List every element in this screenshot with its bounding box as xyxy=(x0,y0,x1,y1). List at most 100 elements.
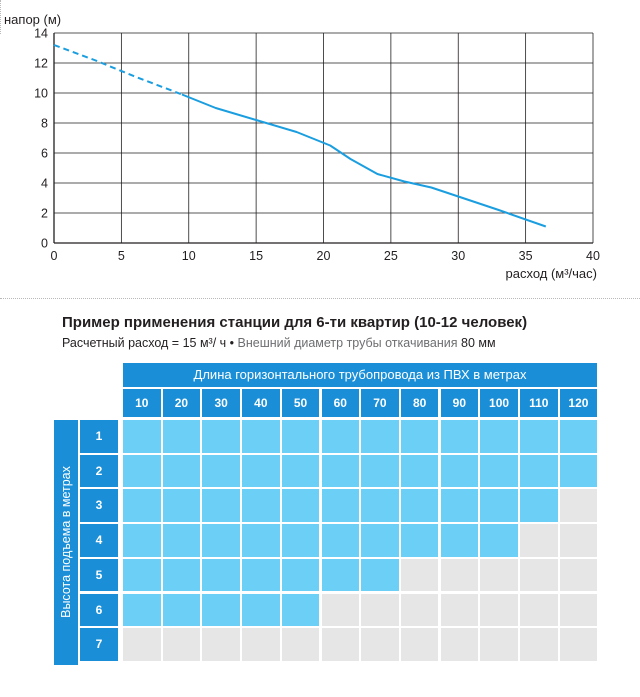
cell-suitable xyxy=(123,489,161,522)
row-header: 4 xyxy=(80,524,118,557)
cell-suitable xyxy=(281,524,320,557)
cell-suitable xyxy=(400,420,439,453)
cell-suitable xyxy=(242,558,280,592)
y-axis-label: напор (м) xyxy=(4,12,61,27)
x-tick-label: 25 xyxy=(384,249,398,263)
column-header: 50 xyxy=(281,389,320,417)
cell-suitable xyxy=(281,558,320,592)
cell-suitable xyxy=(480,454,518,488)
cell-suitable xyxy=(361,489,399,522)
cell-unsuitable xyxy=(520,593,558,626)
y-tick-label: 12 xyxy=(34,57,48,71)
y-tick-label: 0 xyxy=(41,237,48,251)
cell-suitable xyxy=(480,524,518,557)
cell-suitable xyxy=(202,454,240,488)
cell-suitable xyxy=(520,489,558,522)
cell-unsuitable xyxy=(400,558,439,592)
chart-grid xyxy=(53,32,594,244)
column-header: 70 xyxy=(361,389,399,417)
row-header: 2 xyxy=(80,454,118,488)
corner-divider xyxy=(0,0,1,34)
x-tick-label: 30 xyxy=(451,249,465,263)
column-header: 120 xyxy=(559,389,598,417)
cell-unsuitable xyxy=(361,593,399,626)
cell-suitable xyxy=(202,489,240,522)
cell-suitable xyxy=(123,558,161,592)
cell-suitable xyxy=(400,489,439,522)
curve-measured-solid xyxy=(181,93,547,228)
cell-unsuitable xyxy=(559,593,598,626)
cell-suitable xyxy=(162,593,201,626)
x-tick-label: 35 xyxy=(519,249,533,263)
row-header: 1 xyxy=(80,420,118,453)
chart-ticks: 0 5 10 15 20 25 30 35 40 0 2 4 6 8 10 12 14 xyxy=(34,27,600,264)
cell-suitable xyxy=(440,420,479,453)
cell-unsuitable xyxy=(162,628,201,661)
cell-suitable xyxy=(123,593,161,626)
cell-suitable xyxy=(242,524,280,557)
cell-unsuitable xyxy=(321,628,359,661)
cell-unsuitable xyxy=(202,628,240,661)
row-header: 7 xyxy=(80,628,118,661)
cell-unsuitable xyxy=(440,593,479,626)
y-tick-label: 14 xyxy=(34,27,48,41)
cell-unsuitable xyxy=(440,558,479,592)
x-tick-label: 40 xyxy=(586,249,600,263)
x-tick-label: 20 xyxy=(317,249,331,263)
cell-unsuitable xyxy=(400,593,439,626)
table-title: Пример применения станции для 6-ти кварт… xyxy=(62,314,528,331)
cell-suitable xyxy=(559,420,598,453)
row-header: 6 xyxy=(80,593,118,626)
cell-unsuitable xyxy=(559,628,598,661)
subtitle-main: Расчетный расход = 15 м³/ ч • xyxy=(62,336,235,350)
cell-suitable xyxy=(162,558,201,592)
cell-suitable xyxy=(162,454,201,488)
cell-unsuitable xyxy=(480,628,518,661)
cell-unsuitable xyxy=(559,558,598,592)
cell-unsuitable xyxy=(520,628,558,661)
cell-unsuitable xyxy=(123,628,161,661)
y-tick-label: 6 xyxy=(41,147,48,161)
chart-curve xyxy=(53,44,547,228)
cell-suitable xyxy=(202,593,240,626)
table-subtitle: Расчетный расход = 15 м³/ ч • Внешний ди… xyxy=(62,336,496,350)
cell-suitable xyxy=(242,420,280,453)
cell-suitable xyxy=(440,454,479,488)
cell-suitable xyxy=(202,558,240,592)
cell-unsuitable xyxy=(480,593,518,626)
cell-unsuitable xyxy=(440,628,479,661)
cell-suitable xyxy=(242,454,280,488)
cell-suitable xyxy=(202,524,240,557)
cell-suitable xyxy=(242,489,280,522)
section-divider xyxy=(0,298,640,299)
cell-suitable xyxy=(361,558,399,592)
cell-suitable xyxy=(123,524,161,557)
x-tick-label: 5 xyxy=(118,249,125,263)
table-header: Длина горизонтального трубопровода из ПВ… xyxy=(123,363,597,387)
cell-unsuitable xyxy=(559,489,598,522)
cell-suitable xyxy=(480,420,518,453)
cell-suitable xyxy=(123,454,161,488)
cell-unsuitable xyxy=(480,558,518,592)
cell-unsuitable xyxy=(321,593,359,626)
curve-extrapolated-dashed xyxy=(53,44,183,96)
cell-suitable xyxy=(400,454,439,488)
cell-unsuitable xyxy=(361,628,399,661)
y-tick-label: 8 xyxy=(41,117,48,131)
pump-curve-chart: 0 5 10 15 20 25 30 35 40 0 2 4 6 8 10 12 14 напор (м) ра… xyxy=(4,12,600,281)
cell-suitable xyxy=(361,524,399,557)
cell-unsuitable xyxy=(400,628,439,661)
cell-suitable xyxy=(321,558,359,592)
cell-unsuitable xyxy=(281,628,320,661)
cell-suitable xyxy=(162,524,201,557)
cell-suitable xyxy=(321,454,359,488)
cell-suitable xyxy=(321,524,359,557)
x-axis-label: расход (м³/час) xyxy=(506,266,598,281)
cell-suitable xyxy=(400,524,439,557)
y-tick-label: 10 xyxy=(34,87,48,101)
column-header: 110 xyxy=(520,389,558,417)
cell-suitable xyxy=(321,489,359,522)
column-header: 40 xyxy=(242,389,280,417)
y-tick-label: 4 xyxy=(41,177,48,191)
